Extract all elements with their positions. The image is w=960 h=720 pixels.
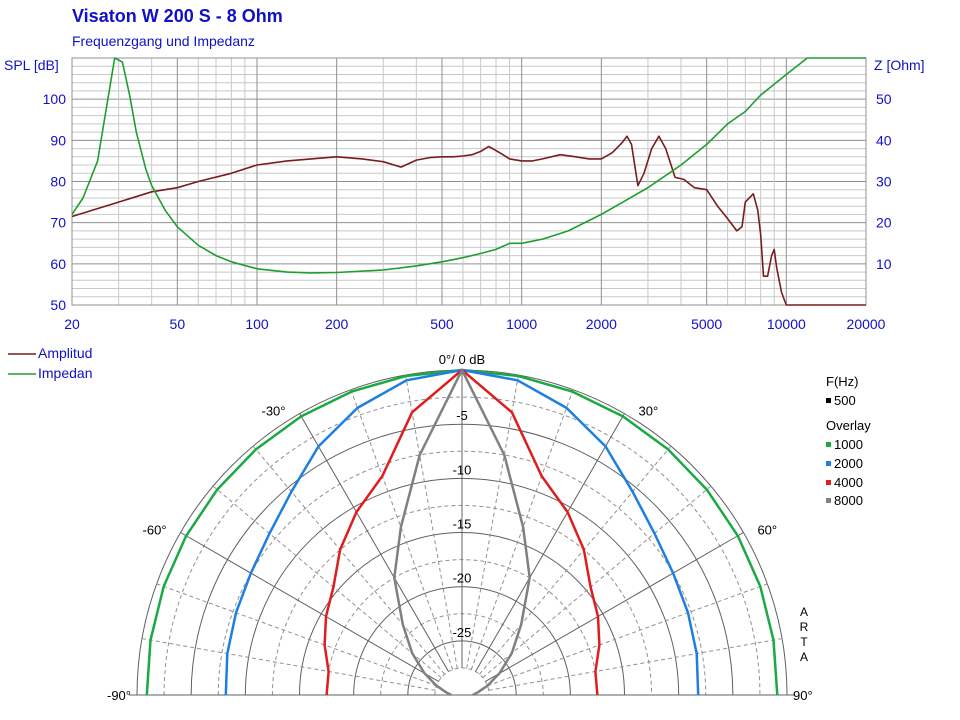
chart-title: Visaton W 200 S - 8 Ohm <box>72 6 283 26</box>
x-tick-label: 50 <box>170 316 186 332</box>
polar-legend-header: F(Hz) <box>826 374 859 389</box>
y-left-ticks: 50 60 70 80 90 100 <box>43 91 67 313</box>
polar-radial-labels: -5 -10 -15 -20 -25 <box>453 408 472 640</box>
polar-radial-label: -25 <box>453 625 472 640</box>
y-left-tick-label: 60 <box>50 256 66 272</box>
polar-spoke <box>475 413 625 672</box>
polar-spoke <box>299 413 449 672</box>
x-tick-label: 2000 <box>586 316 617 332</box>
polar-legend-label-8000: 8000 <box>834 493 863 508</box>
polar-spoke <box>479 445 672 675</box>
polar-radial-label: -5 <box>456 408 468 423</box>
arta-letter: A <box>800 605 808 619</box>
polar-legend-swatch-2000 <box>826 461 831 466</box>
polar-spoke <box>485 532 744 682</box>
polar-angle-labels: -90° -60° -30° 30° 60° 90° <box>107 404 813 703</box>
fr-legend: Amplitud Impedan <box>8 345 92 381</box>
polar-angle-label: 90° <box>793 688 813 703</box>
polar-spoke <box>466 374 519 669</box>
polar-directivity-chart: -5 -10 -15 -20 -25 -90° -60° -30° 30° 60° 90° 0°/… <box>107 352 871 703</box>
polar-spoke <box>487 583 768 687</box>
y-left-tick-label: 100 <box>43 91 67 107</box>
plot-frame <box>71 57 867 306</box>
series-line-amplitud <box>71 135 866 306</box>
polar-ring <box>434 667 490 696</box>
polar-radial-label: -15 <box>453 517 472 532</box>
polar-legend-swatch-500 <box>826 398 831 403</box>
arta-letter: R <box>800 620 809 634</box>
polar-series-8000 <box>393 368 531 697</box>
polar-radial-label: -20 <box>453 571 472 586</box>
y-left-axis-label: SPL [dB] <box>4 57 59 73</box>
polar-spoke <box>141 638 436 691</box>
polar-spoke <box>212 485 442 678</box>
polar-legend-overlay: Overlay <box>826 418 871 433</box>
polar-spoke <box>156 583 437 687</box>
polar-angle-label: -90° <box>107 688 131 703</box>
frequency-response-chart: SPL [dB] Z [Ohm] 50 60 70 80 90 100 10 20 30 40 5… <box>4 57 925 381</box>
x-tick-label: 20000 <box>847 316 886 332</box>
y-right-tick-label: 10 <box>876 256 892 272</box>
x-tick-label: 100 <box>245 316 269 332</box>
y-left-tick-label: 80 <box>50 174 66 190</box>
x-tick-label: 200 <box>325 316 349 332</box>
fr-grid <box>71 57 867 306</box>
polar-legend-label-4000: 4000 <box>834 475 863 490</box>
x-tick-label: 500 <box>430 316 454 332</box>
arta-letter: T <box>800 635 808 649</box>
arta-letter: A <box>800 650 808 664</box>
polar-spoke <box>252 445 445 675</box>
x-tick-label: 10000 <box>767 316 806 332</box>
polar-legend-label-2000: 2000 <box>834 456 863 471</box>
polar-spoke <box>488 638 783 691</box>
y-right-ticks: 10 20 30 40 50 <box>876 91 892 272</box>
legend-label-impedan: Impedan <box>38 365 92 381</box>
polar-spoke <box>405 374 458 669</box>
legend-label-amplitud: Amplitud <box>38 345 92 361</box>
polar-angle-label: 60° <box>757 523 777 538</box>
polar-legend-swatch-8000 <box>826 498 831 503</box>
x-tick-label: 5000 <box>691 316 722 332</box>
x-ticks: 20 50 100 200 500 1000 2000 5000 10000 20000 <box>64 316 885 332</box>
polar-radial-label: -10 <box>453 462 472 477</box>
x-tick-label: 1000 <box>506 316 537 332</box>
y-left-tick-label: 50 <box>50 297 66 313</box>
polar-legend-label-1000: 1000 <box>834 437 863 452</box>
x-tick-label: 20 <box>64 316 80 332</box>
chart-subtitle: Frequenzgang und Impedanz <box>72 33 255 49</box>
y-right-tick-label: 50 <box>876 91 892 107</box>
polar-angle-label: 30° <box>639 404 659 419</box>
polar-legend-swatch-4000 <box>826 480 831 485</box>
polar-legend-label-500: 500 <box>834 393 856 408</box>
polar-spoke <box>180 532 439 682</box>
polar-legend-swatch-1000 <box>826 442 831 447</box>
polar-legend: F(Hz) 500 Overlay 1000 2000 4000 8000 <box>826 374 871 508</box>
fr-series <box>71 57 866 306</box>
y-right-tick-label: 20 <box>876 215 892 231</box>
y-right-axis-label: Z [Ohm] <box>874 57 925 73</box>
y-right-tick-label: 30 <box>876 174 892 190</box>
y-right-tick-label: 40 <box>876 132 892 148</box>
y-left-tick-label: 90 <box>50 132 66 148</box>
polar-title: 0°/ 0 dB <box>439 352 485 367</box>
polar-angle-label: -60° <box>143 523 167 538</box>
polar-series <box>145 368 779 697</box>
polar-angle-label: -30° <box>262 404 286 419</box>
polar-spoke <box>482 485 712 678</box>
series-line-impedan <box>71 57 866 274</box>
y-left-tick-label: 70 <box>50 215 66 231</box>
